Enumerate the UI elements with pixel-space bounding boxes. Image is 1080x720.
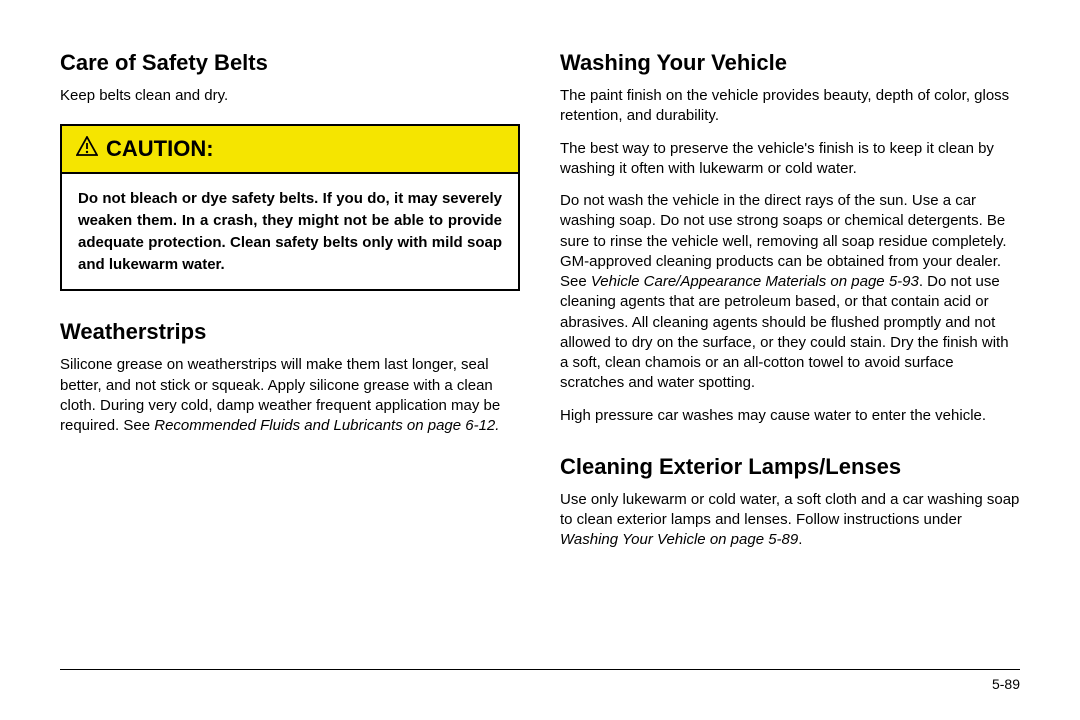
para-washing-2: The best way to preserve the vehicle's f… [560,139,1020,180]
caution-header: CAUTION: [62,126,518,174]
washing-3c: . Do not use cleaning agents that are pe… [560,273,1009,391]
content-columns: Care of Safety Belts Keep belts clean an… [60,50,1020,563]
lamps-text-a: Use only lukewarm or cold water, a soft … [560,491,1019,528]
left-column: Care of Safety Belts Keep belts clean an… [60,50,520,563]
lamps-ref: Washing Your Vehicle on page 5-89 [560,531,798,548]
caution-body-text: Do not bleach or dye safety belts. If yo… [62,174,518,289]
caution-box: CAUTION: Do not bleach or dye safety bel… [60,124,520,291]
para-weatherstrips: Silicone grease on weatherstrips will ma… [60,355,520,436]
para-washing-4: High pressure car washes may cause water… [560,406,1020,426]
page-number: 5-89 [60,676,1020,692]
lamps-text-c: . [798,531,802,548]
page-footer: 5-89 [60,669,1020,692]
footer-rule [60,669,1020,670]
warning-icon [76,136,98,162]
right-column: Washing Your Vehicle The paint finish on… [560,50,1020,563]
heading-weatherstrips: Weatherstrips [60,319,520,345]
para-washing-1: The paint finish on the vehicle provides… [560,86,1020,127]
para-safety-belts: Keep belts clean and dry. [60,86,520,106]
heading-lamps: Cleaning Exterior Lamps/Lenses [560,454,1020,480]
heading-washing: Washing Your Vehicle [560,50,1020,76]
para-washing-3: Do not wash the vehicle in the direct ra… [560,191,1020,394]
heading-safety-belts: Care of Safety Belts [60,50,520,76]
para-lamps: Use only lukewarm or cold water, a soft … [560,490,1020,551]
washing-3-ref: Vehicle Care/Appearance Materials on pag… [591,273,919,290]
weatherstrips-ref: Recommended Fluids and Lubricants on pag… [154,417,499,434]
caution-label: CAUTION: [106,136,214,162]
